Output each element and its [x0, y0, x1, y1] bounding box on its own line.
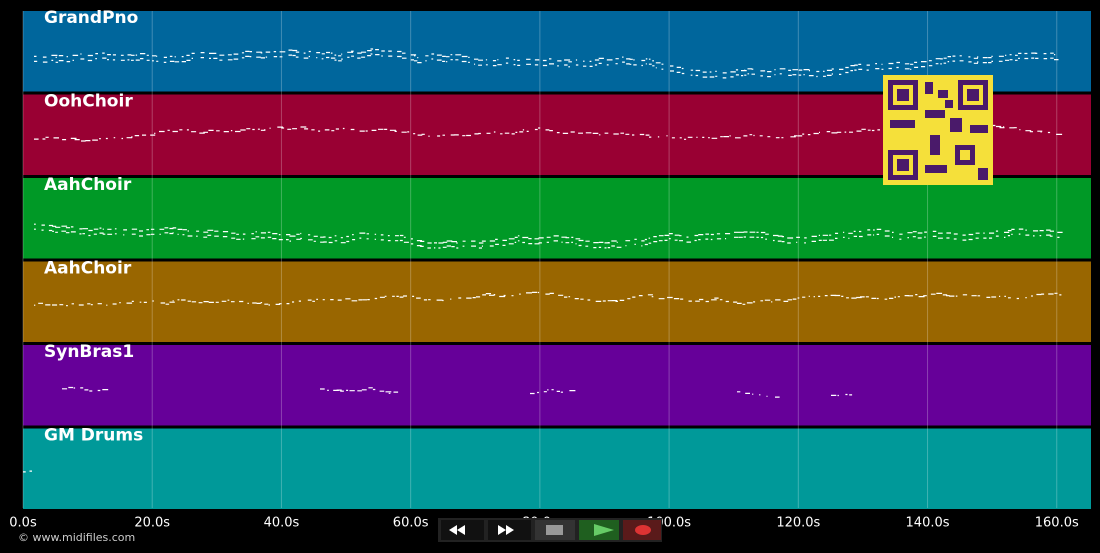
track-name: GrandPno	[44, 8, 138, 28]
play-button[interactable]	[579, 520, 619, 540]
x-tick-label: 20.0s	[134, 516, 170, 531]
track-lane	[23, 261, 1091, 342]
x-tick-label: 0.0s	[9, 516, 37, 531]
x-tick-label: 60.0s	[393, 516, 429, 531]
stop-button[interactable]	[535, 520, 575, 540]
track-lane	[23, 345, 1091, 426]
track-name: SynBras1	[44, 342, 134, 362]
x-tick-label: 140.0s	[906, 516, 950, 531]
track-lane	[23, 428, 1091, 509]
note-trace	[34, 48, 1059, 79]
record-button[interactable]	[623, 520, 661, 540]
track-name: AahChoir	[44, 175, 132, 195]
track-name: AahChoir	[44, 259, 132, 279]
note-trace	[62, 386, 853, 398]
x-tick-label: 120.0s	[776, 516, 820, 531]
track-name: GM Drums	[44, 426, 143, 446]
note-trace	[34, 223, 1063, 249]
rewind-button[interactable]	[441, 520, 484, 540]
track-name: OohChoir	[44, 92, 133, 112]
fast-forward-button[interactable]	[488, 520, 531, 540]
copyright: © www.midifiles.com	[18, 531, 135, 544]
transport-controls	[438, 518, 662, 542]
note-trace	[34, 291, 1062, 307]
track-lane	[23, 178, 1091, 259]
note-trace	[23, 470, 32, 473]
x-tick-label: 160.0s	[1035, 516, 1079, 531]
x-tick-label: 40.0s	[264, 516, 300, 531]
qr-code	[883, 75, 993, 185]
